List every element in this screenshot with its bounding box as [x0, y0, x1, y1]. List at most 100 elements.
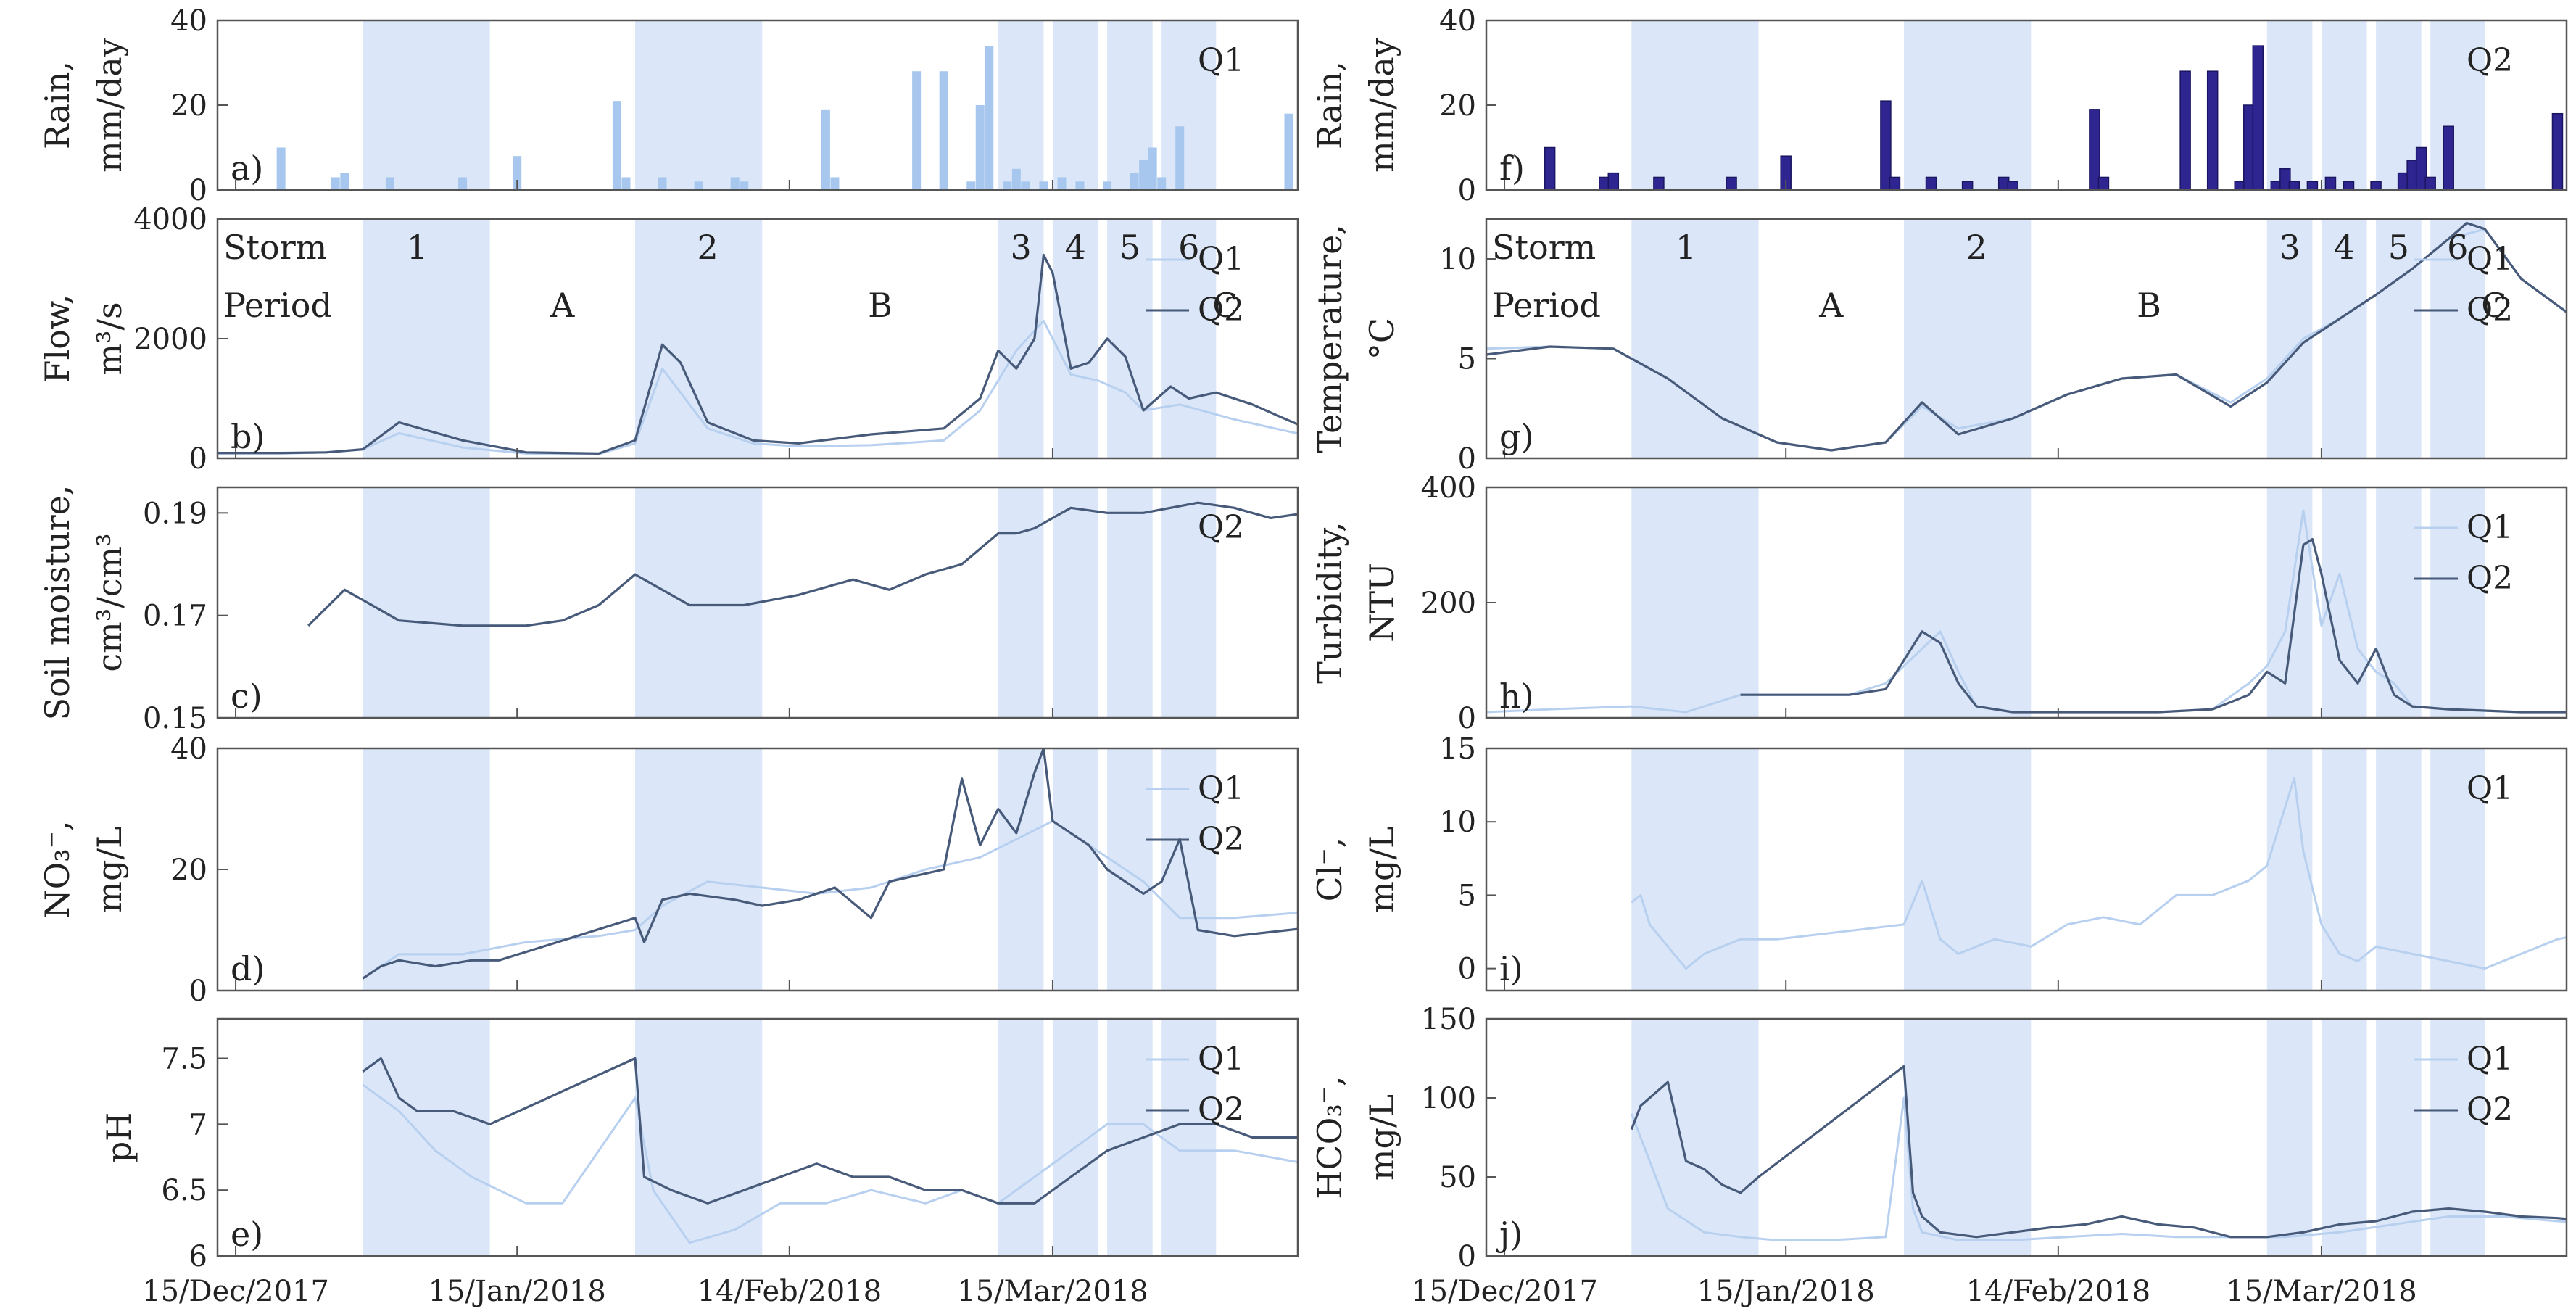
y-axis-label: HCO₃⁻,: [1310, 1075, 1349, 1199]
y-tick-label: 0: [1458, 174, 1476, 207]
panel-label: h): [1499, 677, 1534, 716]
storm-shade-6: [2430, 748, 2485, 991]
bar: [340, 173, 349, 190]
storm-shade-1: [1631, 748, 1759, 991]
legend-label: Q1: [1198, 770, 1244, 807]
storm-shade-2: [1903, 20, 2032, 190]
storm-shade-2: [634, 1019, 763, 1256]
y-tick-label: 15: [1439, 732, 1476, 766]
y-axis-label: NO₃⁻,: [38, 820, 77, 918]
storm-shade-2: [1903, 748, 2032, 991]
legend-label: Q2: [2467, 42, 2513, 79]
bar: [612, 101, 621, 190]
y-tick-label: 10: [1439, 243, 1476, 276]
panel-label: g): [1499, 417, 1533, 456]
storm-label: 1: [1676, 228, 1697, 267]
y-tick-label: 40: [170, 4, 207, 38]
storm-shade-5: [2376, 219, 2422, 458]
bar: [2343, 181, 2355, 190]
bar: [821, 109, 830, 190]
bar: [912, 71, 922, 190]
bar: [2089, 109, 2100, 190]
bar: [1039, 181, 1048, 190]
storm-shade-3: [998, 219, 1044, 458]
bar: [985, 46, 994, 190]
period-label: C: [1212, 286, 1238, 325]
legend-label: Q2: [2467, 292, 2513, 328]
y-tick-label: 0: [189, 975, 207, 1008]
storm-prefix: Storm: [1492, 228, 1596, 267]
y-tick-label: 40: [1439, 4, 1476, 38]
y-tick-label: 5: [1458, 343, 1476, 376]
y-tick-label: 0: [1458, 1240, 1476, 1273]
storm-shade-2: [1903, 487, 2032, 718]
series-group: [362, 1057, 1298, 1244]
y-tick-label: 0.19: [143, 497, 207, 530]
x-tick-label: 15/Dec/2017: [142, 1275, 329, 1308]
y-axis-label: °C: [1362, 318, 1401, 360]
y-tick-label: 0: [189, 442, 207, 476]
series-group: [307, 501, 1298, 627]
y-tick-label: 100: [1421, 1082, 1476, 1115]
y-tick-label: 0: [1458, 953, 1476, 986]
legend-label: Q1: [2467, 509, 2513, 546]
storm-shade-3: [998, 487, 1044, 718]
y-tick-label: 5: [1458, 879, 1476, 912]
storm-shade-3: [2266, 748, 2313, 991]
series-group: [1486, 221, 2567, 452]
bar: [1348, 165, 1357, 190]
panel-f: 0 20 40 Rain, mm/day f) Q2: [1310, 4, 2568, 207]
bar: [1925, 176, 1937, 190]
period-label: A: [550, 286, 575, 325]
series-line-q1: [1630, 1096, 2567, 1241]
legend-label: Q1: [2467, 1041, 2513, 1078]
y-axis-label: Rain,: [38, 61, 77, 149]
legend-label: Q2: [2467, 560, 2513, 597]
axes-frame: [1485, 218, 2568, 460]
series-group: [1630, 1065, 2567, 1241]
axes-frame: [1485, 1017, 2568, 1257]
storm-shade-6: [1161, 487, 1217, 718]
bar: [1961, 181, 1974, 190]
storm-shade-4: [1052, 20, 1098, 190]
bar: [331, 177, 340, 190]
y-tick-label: 0: [189, 174, 207, 207]
axes-frame: [1485, 747, 2568, 992]
storm-shade-4: [1052, 748, 1098, 991]
axes-frame: [216, 1017, 1299, 1257]
y-tick-label: 20: [1439, 89, 1476, 123]
legend-label: Q1: [1198, 241, 1244, 278]
panel-i: 0 5 10 15 Cl⁻, mg/L i) Q1: [1310, 732, 2568, 992]
storm-shade-4: [2321, 219, 2367, 458]
bar: [1075, 181, 1085, 190]
storm-shade-4: [2321, 748, 2367, 991]
storm-shade-1: [1631, 219, 1759, 458]
storm-shade-2: [634, 487, 763, 718]
legend-label: Q2: [1198, 509, 1244, 546]
y-axis-label: Temperature,: [1310, 224, 1349, 453]
series-line-q2: [1740, 537, 2567, 714]
y-axis-label: Cl⁻,: [1310, 838, 1349, 902]
bar: [385, 177, 394, 190]
y-axis-label: mm/day: [90, 38, 129, 173]
panel-label: c): [231, 677, 262, 716]
panel-a: 0 20 40 Rain, mm/day a) Q1: [38, 4, 1357, 207]
period-label: B: [2137, 286, 2161, 325]
series-group: [218, 46, 1357, 190]
y-tick-label: 10: [1439, 806, 1476, 839]
bar: [2097, 176, 2110, 190]
storm-label: 3: [1010, 228, 1031, 267]
y-axis-label: Turbidity,: [1310, 521, 1349, 684]
bar: [730, 177, 740, 190]
bar: [2279, 168, 2291, 190]
bar: [1284, 113, 1293, 190]
bar: [1103, 181, 1112, 190]
x-tick-label: 14/Feb/2018: [1966, 1275, 2151, 1308]
y-tick-label: 50: [1439, 1161, 1476, 1194]
bar: [621, 177, 631, 190]
panel-label: d): [231, 949, 265, 988]
legend-label: Q2: [1198, 1091, 1244, 1128]
y-tick-label: 6: [189, 1240, 207, 1273]
legend-label: Q2: [1198, 821, 1244, 858]
